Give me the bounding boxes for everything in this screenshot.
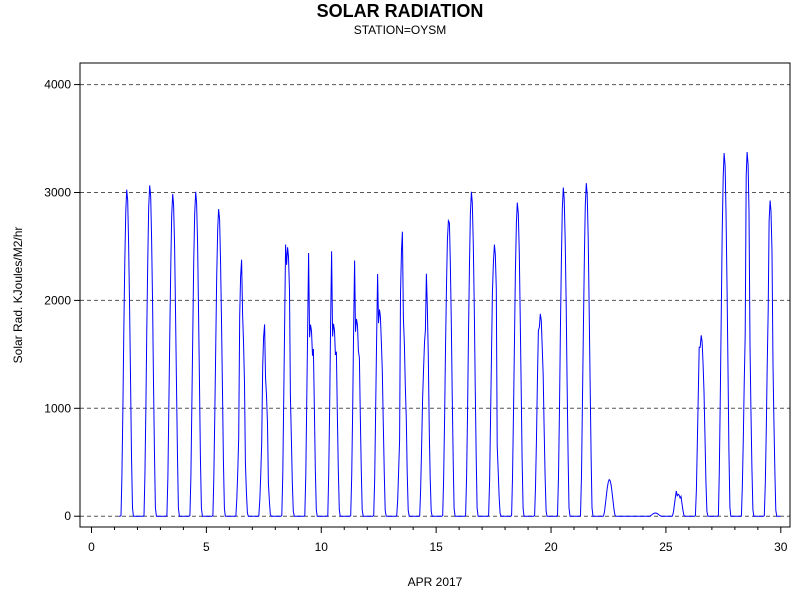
- chart-subtitle: STATION=OYSM: [353, 23, 447, 37]
- series-line: [119, 151, 781, 517]
- y-tick-label: 2000: [44, 293, 71, 307]
- y-tick-label: 3000: [44, 185, 71, 199]
- x-tick-label: 25: [659, 540, 673, 554]
- ticks-layer: 0 1000 2000 3000 4000 0 5 10 15 20 25 30: [44, 78, 788, 554]
- x-axis-label: APR 2017: [408, 575, 463, 589]
- series-layer: [119, 151, 781, 517]
- x-tick-label: 0: [88, 540, 95, 554]
- x-tick-label: 5: [203, 540, 210, 554]
- y-tick-label: 1000: [44, 401, 71, 415]
- y-tick-label: 0: [64, 509, 71, 523]
- x-tick-label: 15: [429, 540, 443, 554]
- y-axis-label: Solar Rad. KJoules/M2/hr: [11, 227, 25, 364]
- grid-layer: [80, 84, 790, 517]
- plot-frame: [79, 62, 791, 528]
- x-tick-label: 20: [544, 540, 558, 554]
- y-tick-label: 4000: [44, 78, 71, 92]
- x-tick-label: 30: [774, 540, 788, 554]
- chart-title: SOLAR RADIATION: [316, 1, 484, 21]
- x-tick-label: 10: [315, 540, 329, 554]
